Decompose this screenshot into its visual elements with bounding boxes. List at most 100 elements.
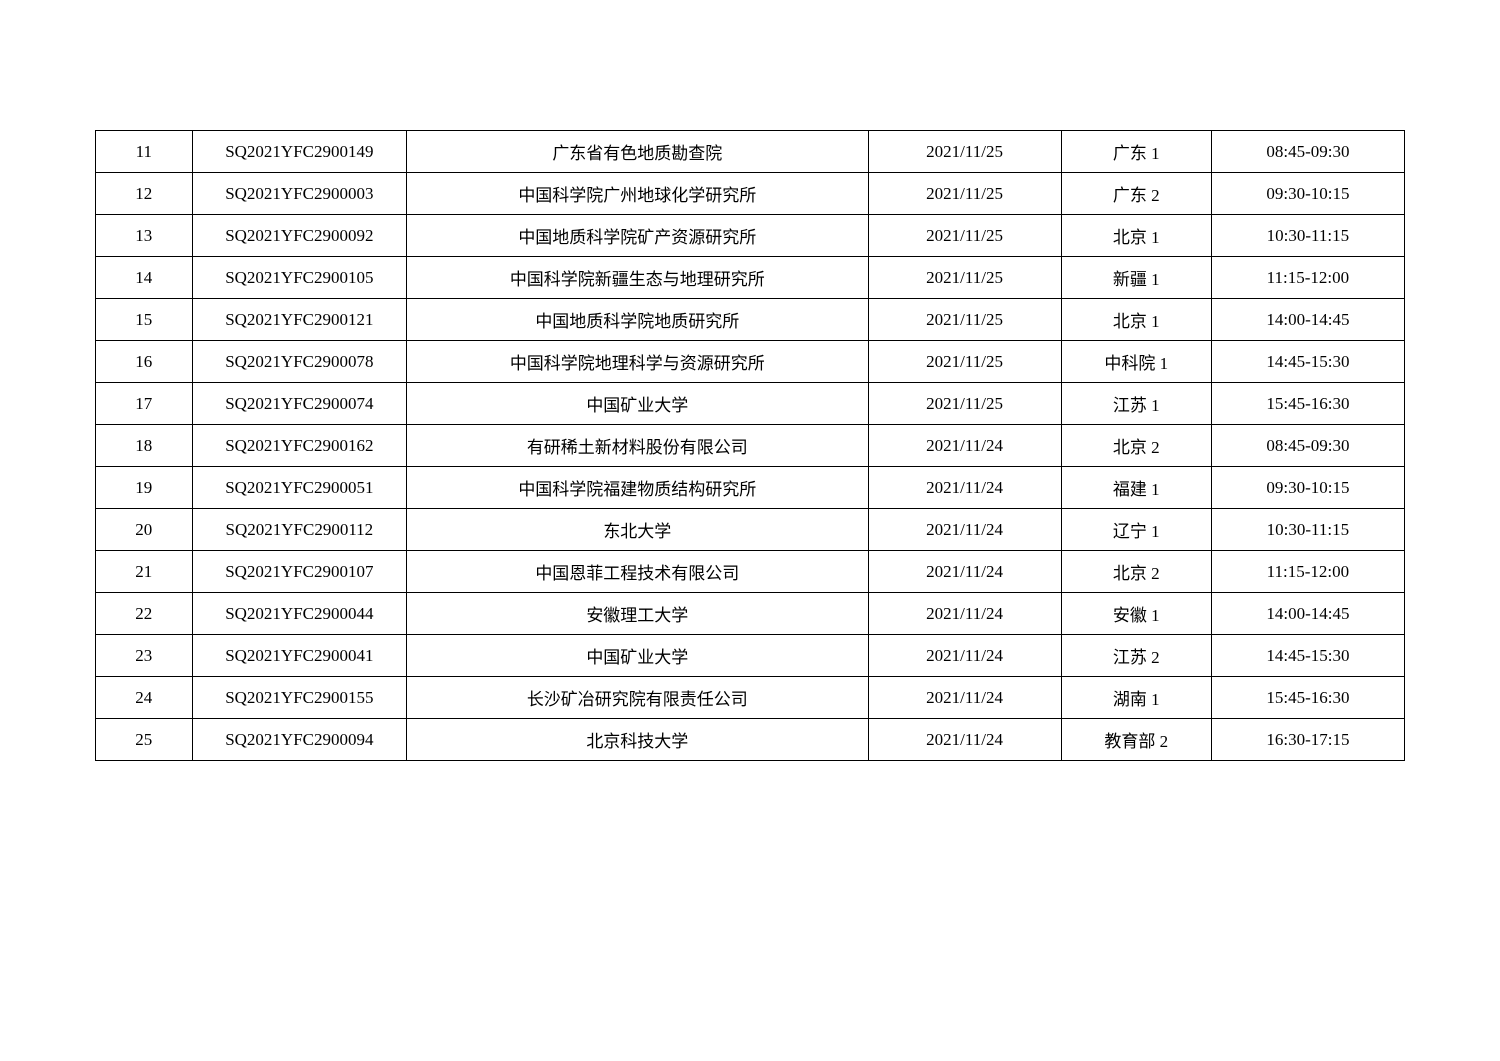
cell-org: 安徽理工大学 xyxy=(407,593,868,635)
cell-region: 广东 2 xyxy=(1061,173,1211,215)
cell-no: 20 xyxy=(96,509,193,551)
cell-region: 福建 1 xyxy=(1061,467,1211,509)
cell-time: 14:45-15:30 xyxy=(1211,635,1404,677)
cell-date: 2021/11/25 xyxy=(868,383,1061,425)
cell-code: SQ2021YFC2900051 xyxy=(192,467,407,509)
cell-org: 中国矿业大学 xyxy=(407,383,868,425)
cell-time: 15:45-16:30 xyxy=(1211,383,1404,425)
cell-time: 09:30-10:15 xyxy=(1211,173,1404,215)
cell-region: 广东 1 xyxy=(1061,131,1211,173)
cell-region: 北京 2 xyxy=(1061,425,1211,467)
cell-date: 2021/11/24 xyxy=(868,677,1061,719)
cell-org: 北京科技大学 xyxy=(407,719,868,761)
cell-date: 2021/11/25 xyxy=(868,299,1061,341)
cell-code: SQ2021YFC2900041 xyxy=(192,635,407,677)
cell-date: 2021/11/24 xyxy=(868,551,1061,593)
cell-no: 25 xyxy=(96,719,193,761)
schedule-table-container: 11SQ2021YFC2900149广东省有色地质勘查院2021/11/25广东… xyxy=(95,130,1405,761)
table-row: 23SQ2021YFC2900041中国矿业大学2021/11/24江苏 214… xyxy=(96,635,1405,677)
cell-date: 2021/11/24 xyxy=(868,425,1061,467)
cell-time: 08:45-09:30 xyxy=(1211,425,1404,467)
cell-code: SQ2021YFC2900094 xyxy=(192,719,407,761)
cell-no: 19 xyxy=(96,467,193,509)
table-row: 20SQ2021YFC2900112东北大学2021/11/24辽宁 110:3… xyxy=(96,509,1405,551)
cell-org: 中国科学院福建物质结构研究所 xyxy=(407,467,868,509)
cell-date: 2021/11/25 xyxy=(868,215,1061,257)
cell-region: 江苏 2 xyxy=(1061,635,1211,677)
cell-region: 辽宁 1 xyxy=(1061,509,1211,551)
cell-date: 2021/11/24 xyxy=(868,509,1061,551)
cell-region: 北京 2 xyxy=(1061,551,1211,593)
table-row: 16SQ2021YFC2900078中国科学院地理科学与资源研究所2021/11… xyxy=(96,341,1405,383)
table-row: 24SQ2021YFC2900155长沙矿冶研究院有限责任公司2021/11/2… xyxy=(96,677,1405,719)
table-row: 25SQ2021YFC2900094北京科技大学2021/11/24教育部 21… xyxy=(96,719,1405,761)
cell-no: 23 xyxy=(96,635,193,677)
cell-code: SQ2021YFC2900149 xyxy=(192,131,407,173)
cell-org: 中国科学院地理科学与资源研究所 xyxy=(407,341,868,383)
cell-org: 中国科学院新疆生态与地理研究所 xyxy=(407,257,868,299)
table-row: 15SQ2021YFC2900121中国地质科学院地质研究所2021/11/25… xyxy=(96,299,1405,341)
cell-time: 11:15-12:00 xyxy=(1211,551,1404,593)
schedule-table: 11SQ2021YFC2900149广东省有色地质勘查院2021/11/25广东… xyxy=(95,130,1405,761)
cell-org: 中国矿业大学 xyxy=(407,635,868,677)
cell-date: 2021/11/24 xyxy=(868,593,1061,635)
cell-region: 新疆 1 xyxy=(1061,257,1211,299)
table-row: 13SQ2021YFC2900092中国地质科学院矿产资源研究所2021/11/… xyxy=(96,215,1405,257)
table-row: 12SQ2021YFC2900003中国科学院广州地球化学研究所2021/11/… xyxy=(96,173,1405,215)
cell-date: 2021/11/25 xyxy=(868,257,1061,299)
cell-no: 15 xyxy=(96,299,193,341)
cell-code: SQ2021YFC2900092 xyxy=(192,215,407,257)
cell-no: 11 xyxy=(96,131,193,173)
cell-time: 16:30-17:15 xyxy=(1211,719,1404,761)
cell-org: 中国恩菲工程技术有限公司 xyxy=(407,551,868,593)
cell-time: 14:45-15:30 xyxy=(1211,341,1404,383)
table-row: 14SQ2021YFC2900105中国科学院新疆生态与地理研究所2021/11… xyxy=(96,257,1405,299)
cell-date: 2021/11/24 xyxy=(868,719,1061,761)
table-row: 21SQ2021YFC2900107中国恩菲工程技术有限公司2021/11/24… xyxy=(96,551,1405,593)
cell-no: 14 xyxy=(96,257,193,299)
cell-org: 广东省有色地质勘查院 xyxy=(407,131,868,173)
cell-code: SQ2021YFC2900112 xyxy=(192,509,407,551)
table-row: 22SQ2021YFC2900044安徽理工大学2021/11/24安徽 114… xyxy=(96,593,1405,635)
cell-region: 教育部 2 xyxy=(1061,719,1211,761)
cell-time: 10:30-11:15 xyxy=(1211,215,1404,257)
cell-no: 22 xyxy=(96,593,193,635)
cell-code: SQ2021YFC2900044 xyxy=(192,593,407,635)
cell-region: 安徽 1 xyxy=(1061,593,1211,635)
cell-no: 17 xyxy=(96,383,193,425)
cell-date: 2021/11/24 xyxy=(868,635,1061,677)
cell-code: SQ2021YFC2900078 xyxy=(192,341,407,383)
cell-no: 21 xyxy=(96,551,193,593)
cell-time: 15:45-16:30 xyxy=(1211,677,1404,719)
cell-org: 有研稀土新材料股份有限公司 xyxy=(407,425,868,467)
table-row: 17SQ2021YFC2900074中国矿业大学2021/11/25江苏 115… xyxy=(96,383,1405,425)
cell-time: 11:15-12:00 xyxy=(1211,257,1404,299)
cell-org: 中国地质科学院地质研究所 xyxy=(407,299,868,341)
cell-org: 长沙矿冶研究院有限责任公司 xyxy=(407,677,868,719)
cell-no: 13 xyxy=(96,215,193,257)
cell-no: 12 xyxy=(96,173,193,215)
cell-date: 2021/11/25 xyxy=(868,131,1061,173)
table-row: 11SQ2021YFC2900149广东省有色地质勘查院2021/11/25广东… xyxy=(96,131,1405,173)
table-row: 18SQ2021YFC2900162有研稀土新材料股份有限公司2021/11/2… xyxy=(96,425,1405,467)
cell-code: SQ2021YFC2900107 xyxy=(192,551,407,593)
cell-org: 东北大学 xyxy=(407,509,868,551)
cell-region: 中科院 1 xyxy=(1061,341,1211,383)
cell-region: 北京 1 xyxy=(1061,215,1211,257)
cell-time: 08:45-09:30 xyxy=(1211,131,1404,173)
cell-date: 2021/11/24 xyxy=(868,467,1061,509)
table-row: 19SQ2021YFC2900051中国科学院福建物质结构研究所2021/11/… xyxy=(96,467,1405,509)
cell-code: SQ2021YFC2900162 xyxy=(192,425,407,467)
cell-no: 24 xyxy=(96,677,193,719)
cell-date: 2021/11/25 xyxy=(868,341,1061,383)
cell-code: SQ2021YFC2900155 xyxy=(192,677,407,719)
cell-region: 江苏 1 xyxy=(1061,383,1211,425)
table-body: 11SQ2021YFC2900149广东省有色地质勘查院2021/11/25广东… xyxy=(96,131,1405,761)
cell-code: SQ2021YFC2900105 xyxy=(192,257,407,299)
cell-no: 18 xyxy=(96,425,193,467)
cell-date: 2021/11/25 xyxy=(868,173,1061,215)
cell-code: SQ2021YFC2900003 xyxy=(192,173,407,215)
cell-region: 湖南 1 xyxy=(1061,677,1211,719)
cell-code: SQ2021YFC2900121 xyxy=(192,299,407,341)
cell-region: 北京 1 xyxy=(1061,299,1211,341)
